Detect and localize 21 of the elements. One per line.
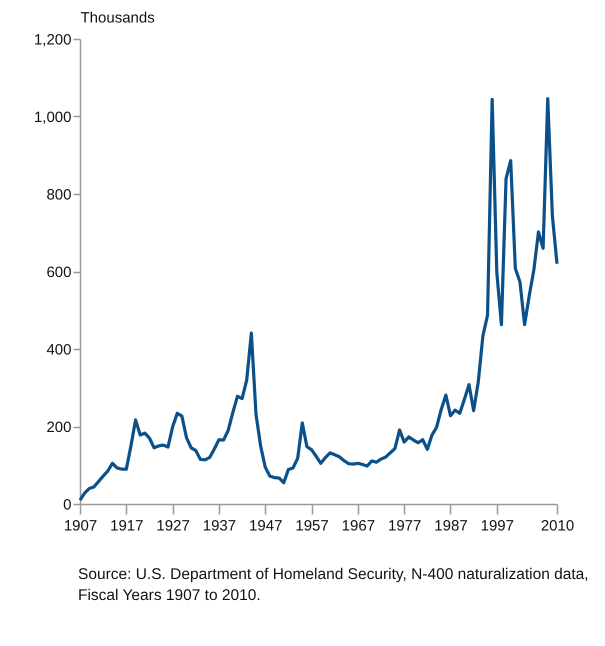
- line-series: [78, 97, 559, 502]
- x-tick-label: 1987: [434, 518, 468, 534]
- x-tick-label: 1977: [388, 518, 422, 534]
- y-tick-label: 400: [46, 342, 72, 358]
- x-tick-label: 1947: [249, 518, 282, 534]
- x-tick-label: 1957: [295, 518, 329, 534]
- x-tick-label: 1967: [342, 518, 376, 534]
- y-tick-label: 0: [63, 496, 72, 514]
- y-tick-label: 800: [46, 186, 72, 204]
- source-note: Source: U.S. Department of Homeland Security, N-400 naturalization data, Fiscal Years 1907 to 2010.: [78, 565, 590, 606]
- y-tick-label: 1,000: [34, 109, 72, 126]
- x-tick-label: 1997: [480, 518, 514, 534]
- y-tick-label: 200: [46, 419, 72, 436]
- x-tick-label: 1907: [64, 518, 98, 534]
- y-tick-label: 1,200: [34, 32, 72, 48]
- y-axis-title: Thousands: [80, 10, 155, 26]
- x-tick-label: 1927: [156, 518, 190, 534]
- y-tick-label: 600: [46, 264, 72, 281]
- x-tick-label: 2010: [540, 518, 574, 534]
- x-tick-label: 1937: [202, 518, 236, 534]
- x-tick-label: 1917: [110, 518, 144, 534]
